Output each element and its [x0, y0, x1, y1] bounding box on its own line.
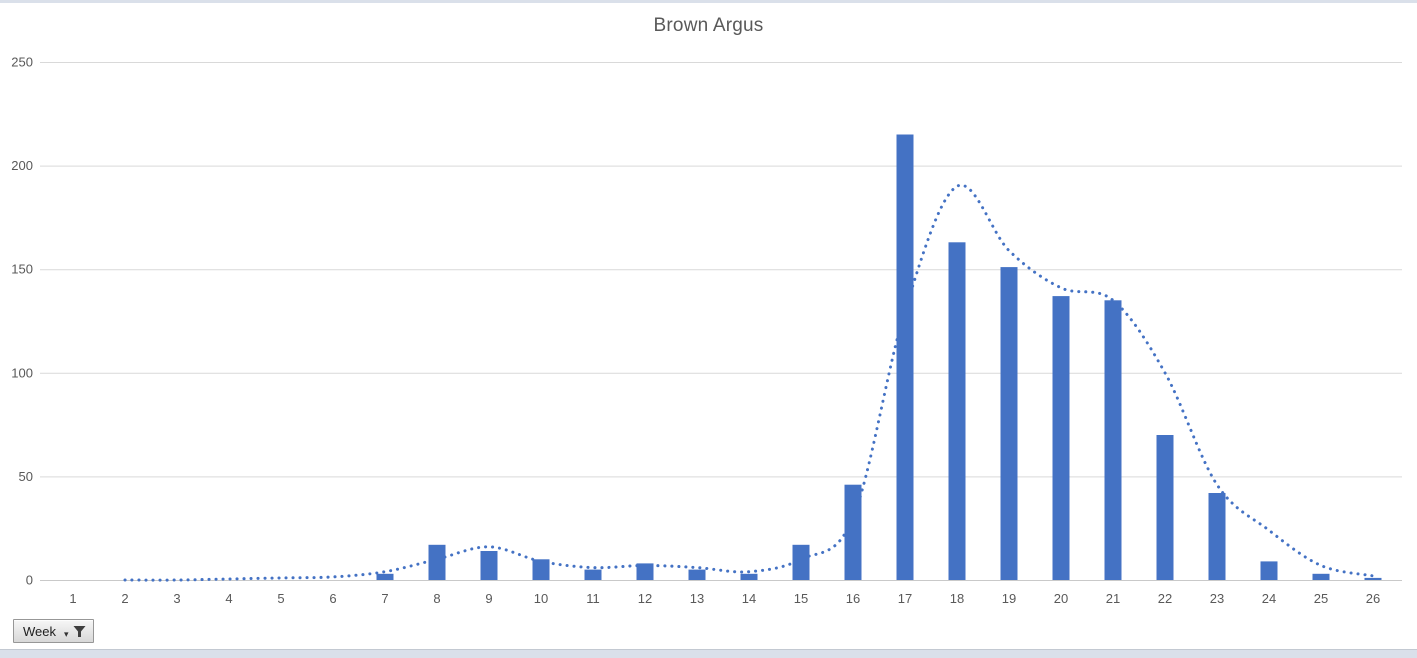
- field-button-label: Week: [23, 623, 56, 639]
- gridlines: [40, 62, 1402, 581]
- x-tick-label: 11: [586, 591, 600, 606]
- x-tick-label: 21: [1106, 591, 1120, 606]
- x-tick-label: 18: [950, 591, 964, 606]
- x-tick-label: 20: [1054, 591, 1068, 606]
- x-tick-label: 9: [485, 591, 492, 606]
- bar-week-11[interactable]: [584, 569, 602, 580]
- bar-week-13[interactable]: [688, 569, 706, 580]
- x-tick-label: 6: [329, 591, 336, 606]
- y-tick-label: 100: [11, 365, 33, 380]
- dropdown-caret-icon: ▾: [64, 629, 69, 639]
- x-tick-label: 12: [638, 591, 652, 606]
- chart-title: Brown Argus: [653, 15, 764, 36]
- bar-week-23[interactable]: [1208, 493, 1226, 580]
- x-axis-labels: 1 2 3 4 5 6 7 8 9 10 11 12 13 14 15 16 17 18 19 20 21 22 23 24 2…: [69, 591, 1380, 606]
- x-tick-label: 13: [690, 591, 704, 606]
- bar-week-7[interactable]: [376, 573, 394, 580]
- x-tick-label: 19: [1002, 591, 1016, 606]
- x-tick-label: 3: [173, 591, 180, 606]
- bar-week-21[interactable]: [1104, 300, 1122, 580]
- bar-week-15[interactable]: [792, 544, 810, 580]
- bar-series[interactable]: [376, 134, 1382, 581]
- x-tick-label: 26: [1366, 591, 1380, 606]
- x-tick-label: 1: [69, 591, 76, 606]
- sheet-edge-top: [0, 0, 1417, 3]
- week-filter-field-button[interactable]: Week ▾: [13, 619, 94, 643]
- bar-week-14[interactable]: [740, 573, 758, 580]
- x-tick-label: 8: [433, 591, 440, 606]
- x-tick-label: 24: [1262, 591, 1276, 606]
- bar-week-20[interactable]: [1052, 296, 1070, 580]
- x-tick-label: 10: [534, 591, 548, 606]
- bar-week-8[interactable]: [428, 544, 446, 580]
- x-tick-label: 25: [1314, 591, 1328, 606]
- x-tick-label: 23: [1210, 591, 1224, 606]
- bar-week-16[interactable]: [844, 484, 862, 580]
- y-tick-label: 50: [19, 469, 33, 484]
- x-tick-label: 2: [121, 591, 128, 606]
- dotted-line-path: [123, 183, 1375, 582]
- x-tick-label: 22: [1158, 591, 1172, 606]
- bar-week-19[interactable]: [1000, 267, 1018, 580]
- y-tick-label: 150: [11, 262, 33, 277]
- y-axis-labels: 0 50 100 150 200 250: [11, 55, 33, 588]
- x-tick-label: 14: [742, 591, 756, 606]
- y-tick-label: 0: [26, 573, 33, 588]
- bar-week-10[interactable]: [532, 559, 550, 580]
- y-tick-label: 250: [11, 55, 33, 70]
- x-tick-label: 15: [794, 591, 808, 606]
- dotted-line-series[interactable]: [123, 183, 1375, 582]
- x-tick-label: 4: [225, 591, 232, 606]
- bar-week-26[interactable]: [1364, 577, 1382, 580]
- x-tick-label: 17: [898, 591, 912, 606]
- x-tick-label: 16: [846, 591, 860, 606]
- bar-week-22[interactable]: [1156, 435, 1174, 580]
- x-tick-label: 7: [381, 591, 388, 606]
- filter-funnel-icon: [73, 626, 86, 637]
- bar-week-25[interactable]: [1312, 573, 1330, 580]
- bar-week-9[interactable]: [480, 551, 498, 580]
- sheet-edge-bottom: [0, 649, 1417, 658]
- bar-week-17[interactable]: [896, 134, 914, 581]
- bar-week-12[interactable]: [636, 563, 654, 580]
- y-tick-label: 200: [11, 158, 33, 173]
- x-tick-label: 5: [277, 591, 284, 606]
- bar-week-18[interactable]: [948, 242, 966, 581]
- bar-week-24[interactable]: [1260, 561, 1278, 580]
